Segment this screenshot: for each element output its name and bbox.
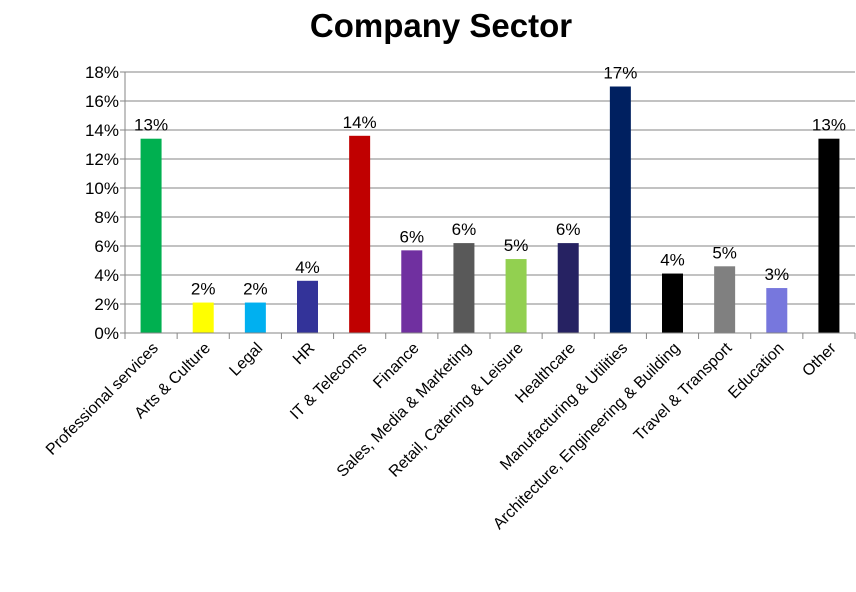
bar [244, 302, 266, 333]
chart-title: Company Sector [310, 7, 572, 44]
data-label: 14% [343, 113, 377, 132]
bar [349, 135, 371, 333]
category-label: Other [799, 339, 840, 380]
data-label: 13% [812, 116, 846, 135]
y-tick-label: 8% [94, 208, 119, 227]
data-label: 5% [712, 243, 737, 262]
data-labels: 13% 2% 2% 4% 14% 6% 6% 5% 6% 17% 4% 5% 3% 13% [134, 64, 846, 299]
x-axis [124, 72, 856, 339]
category-label: Education [725, 340, 787, 402]
bar [714, 266, 736, 333]
y-tick-label: 0% [94, 324, 119, 343]
bar [557, 243, 579, 333]
y-axis-ticks: 0% 2% 4% 6% 8% 10% 12% 14% 16% 18% [85, 63, 125, 343]
data-label: 6% [452, 220, 477, 239]
data-label: 6% [399, 227, 424, 246]
data-label: 17% [603, 64, 637, 83]
category-label: HR [290, 340, 318, 368]
bar [818, 138, 840, 333]
bar [453, 243, 475, 333]
bar [192, 302, 214, 333]
bars [140, 86, 840, 333]
y-tick-label: 10% [85, 179, 119, 198]
bar [140, 138, 162, 333]
data-label: 3% [764, 265, 789, 284]
data-label: 2% [191, 280, 216, 299]
data-label: 4% [660, 251, 685, 270]
y-tick-label: 16% [85, 92, 119, 111]
y-tick-label: 12% [85, 150, 119, 169]
data-label: 13% [134, 116, 168, 135]
category-label: Travel & Transport [631, 339, 736, 444]
data-label: 6% [556, 220, 581, 239]
category-label: Legal [226, 340, 266, 380]
y-tick-label: 18% [85, 63, 119, 82]
data-label: 4% [295, 258, 320, 277]
bar [297, 280, 318, 333]
bar [766, 288, 788, 333]
bar [505, 259, 527, 333]
y-tick-label: 14% [85, 121, 119, 140]
y-tick-label: 4% [94, 266, 119, 285]
bar [662, 273, 683, 333]
bar [401, 250, 423, 333]
data-label: 2% [243, 280, 268, 299]
bar [609, 86, 631, 333]
category-label: Architecture, Engineering & Building [490, 340, 683, 533]
category-label: Finance [370, 340, 422, 392]
gridlines [125, 71, 855, 334]
data-label: 5% [504, 236, 529, 255]
y-tick-label: 6% [94, 237, 119, 256]
y-tick-label: 2% [94, 295, 119, 314]
